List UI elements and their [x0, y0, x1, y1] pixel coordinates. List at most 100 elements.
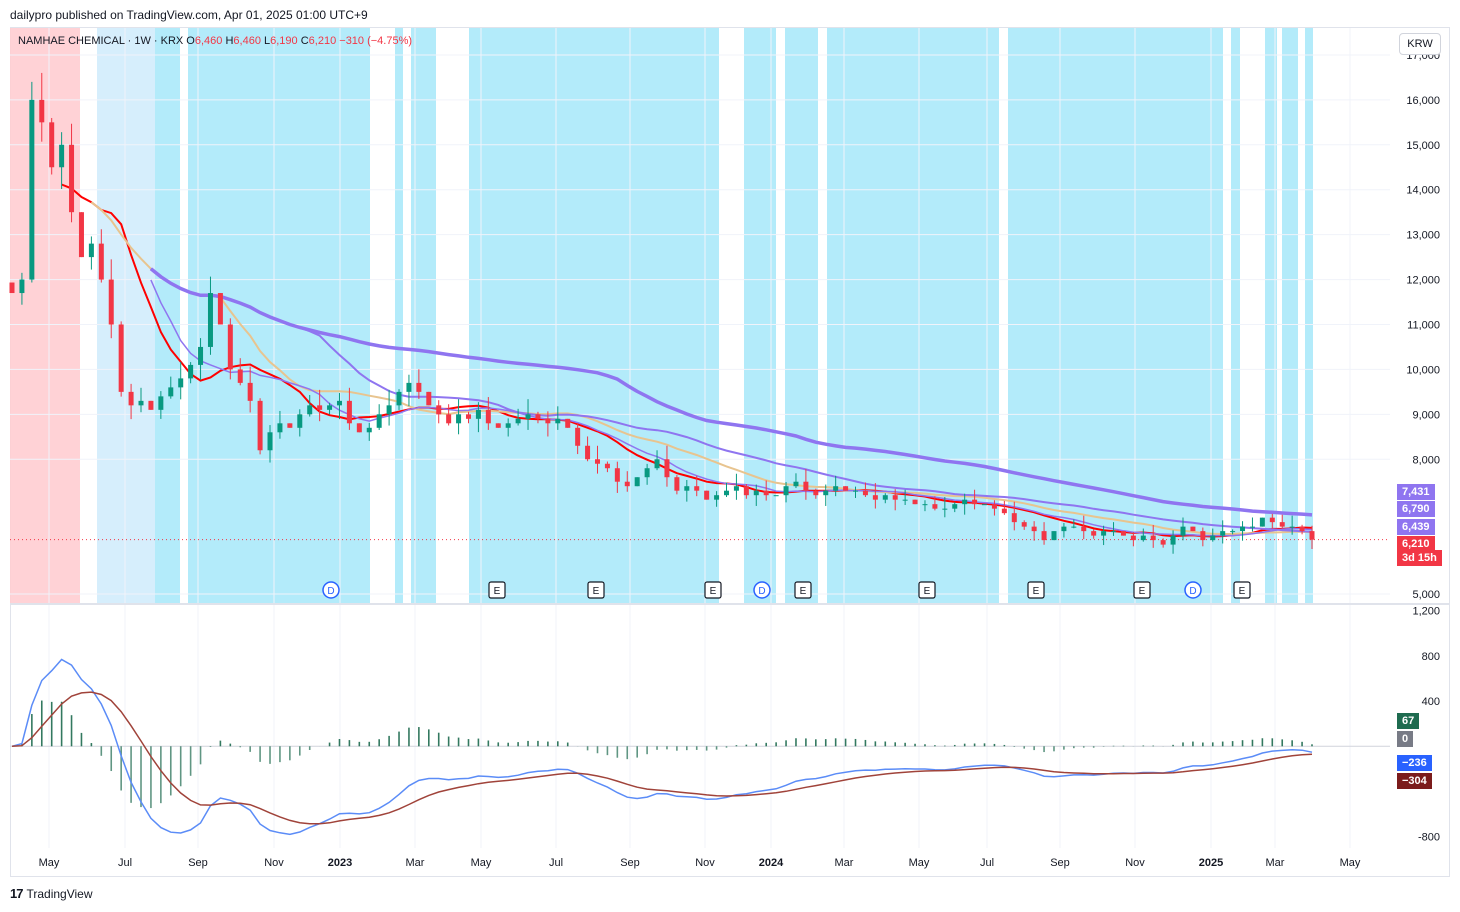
candle[interactable] [614, 461, 620, 493]
candle[interactable] [1111, 522, 1117, 536]
candle[interactable] [982, 504, 988, 506]
candle[interactable] [1200, 527, 1206, 547]
candle[interactable] [1140, 528, 1146, 542]
candle[interactable] [833, 475, 839, 497]
candle[interactable] [1259, 517, 1265, 527]
candle[interactable] [485, 397, 491, 430]
candle[interactable] [446, 404, 452, 426]
candle[interactable] [9, 282, 15, 294]
candle[interactable] [327, 402, 333, 415]
candle[interactable] [1220, 520, 1226, 544]
candle[interactable] [277, 410, 283, 439]
candle[interactable] [952, 502, 958, 513]
earnings-marker[interactable]: E [1027, 581, 1045, 599]
candle[interactable] [69, 123, 75, 223]
candle[interactable] [297, 409, 303, 437]
candle[interactable] [1249, 517, 1255, 532]
candle[interactable] [813, 488, 819, 499]
candle[interactable] [565, 418, 571, 428]
candle[interactable] [1081, 515, 1087, 540]
candle[interactable] [1061, 522, 1067, 538]
candle[interactable] [594, 445, 600, 474]
ma-20-line[interactable] [90, 201, 1313, 535]
candle[interactable] [922, 500, 928, 512]
candle[interactable] [168, 376, 174, 399]
dividend-marker[interactable]: D [753, 581, 771, 599]
candle[interactable] [307, 395, 313, 417]
candle[interactable] [783, 482, 789, 503]
candle[interactable] [694, 475, 700, 497]
candle[interactable] [1299, 524, 1305, 535]
candle[interactable] [1230, 529, 1236, 535]
candle[interactable] [178, 361, 184, 400]
candle[interactable] [991, 500, 997, 516]
candle[interactable] [59, 132, 65, 189]
candle[interactable] [148, 400, 154, 410]
candle[interactable] [1031, 521, 1037, 541]
candle[interactable] [1240, 521, 1246, 541]
candle[interactable] [1289, 515, 1295, 535]
candle[interactable] [88, 236, 94, 270]
candle[interactable] [158, 391, 164, 419]
candle[interactable] [495, 423, 501, 428]
candle[interactable] [29, 81, 35, 283]
candle[interactable] [585, 436, 591, 462]
candle[interactable] [535, 411, 541, 424]
candle[interactable] [674, 475, 680, 495]
candle[interactable] [525, 399, 531, 430]
candle[interactable] [1170, 530, 1176, 554]
candle[interactable] [1309, 525, 1315, 549]
candle[interactable] [1021, 520, 1027, 530]
candle[interactable] [366, 422, 372, 441]
candle[interactable] [932, 496, 938, 511]
candle[interactable] [257, 398, 263, 455]
candle[interactable] [456, 399, 462, 435]
candle[interactable] [49, 117, 55, 175]
candle[interactable] [346, 387, 352, 430]
candle[interactable] [823, 484, 829, 506]
candle[interactable] [724, 482, 730, 497]
candle[interactable] [664, 445, 670, 487]
candle[interactable] [763, 480, 769, 501]
candle[interactable] [773, 495, 779, 497]
candle[interactable] [624, 471, 630, 492]
candle[interactable] [1210, 528, 1216, 542]
candle[interactable] [1101, 525, 1107, 546]
candle[interactable] [1150, 525, 1156, 548]
candle[interactable] [505, 418, 511, 437]
dividend-marker[interactable]: D [322, 581, 340, 599]
dividend-marker[interactable]: D [1184, 581, 1202, 599]
symbol-name[interactable]: NAMHAE CHEMICAL · 1W · KRX [18, 35, 184, 47]
candle[interactable] [267, 425, 273, 463]
candle[interactable] [902, 489, 908, 505]
candle[interactable] [843, 486, 849, 491]
candle[interactable] [227, 318, 233, 380]
candle[interactable] [1071, 519, 1077, 529]
candle[interactable] [545, 411, 551, 437]
candle[interactable] [108, 259, 114, 339]
candle[interactable] [604, 461, 610, 473]
currency-button[interactable]: KRW [1399, 33, 1441, 55]
candle[interactable] [1091, 529, 1097, 539]
candle[interactable] [465, 411, 471, 424]
candle[interactable] [872, 483, 878, 509]
candle[interactable] [336, 393, 342, 420]
candle[interactable] [426, 391, 432, 406]
candle[interactable] [1160, 538, 1166, 548]
earnings-marker[interactable]: E [488, 581, 506, 599]
tradingview-footer[interactable]: 17 TradingView [10, 886, 93, 901]
candle[interactable] [416, 369, 422, 399]
candle[interactable] [198, 338, 204, 381]
candle[interactable] [138, 387, 144, 413]
candle[interactable] [803, 469, 809, 500]
candle[interactable] [942, 497, 948, 518]
earnings-marker[interactable]: E [587, 581, 605, 599]
candle[interactable] [406, 374, 412, 407]
candle[interactable] [1041, 522, 1047, 545]
candle[interactable] [386, 389, 392, 426]
candle[interactable] [436, 400, 442, 424]
candle[interactable] [188, 362, 194, 384]
macd-line[interactable] [11, 658, 1313, 836]
candle[interactable] [753, 484, 759, 506]
